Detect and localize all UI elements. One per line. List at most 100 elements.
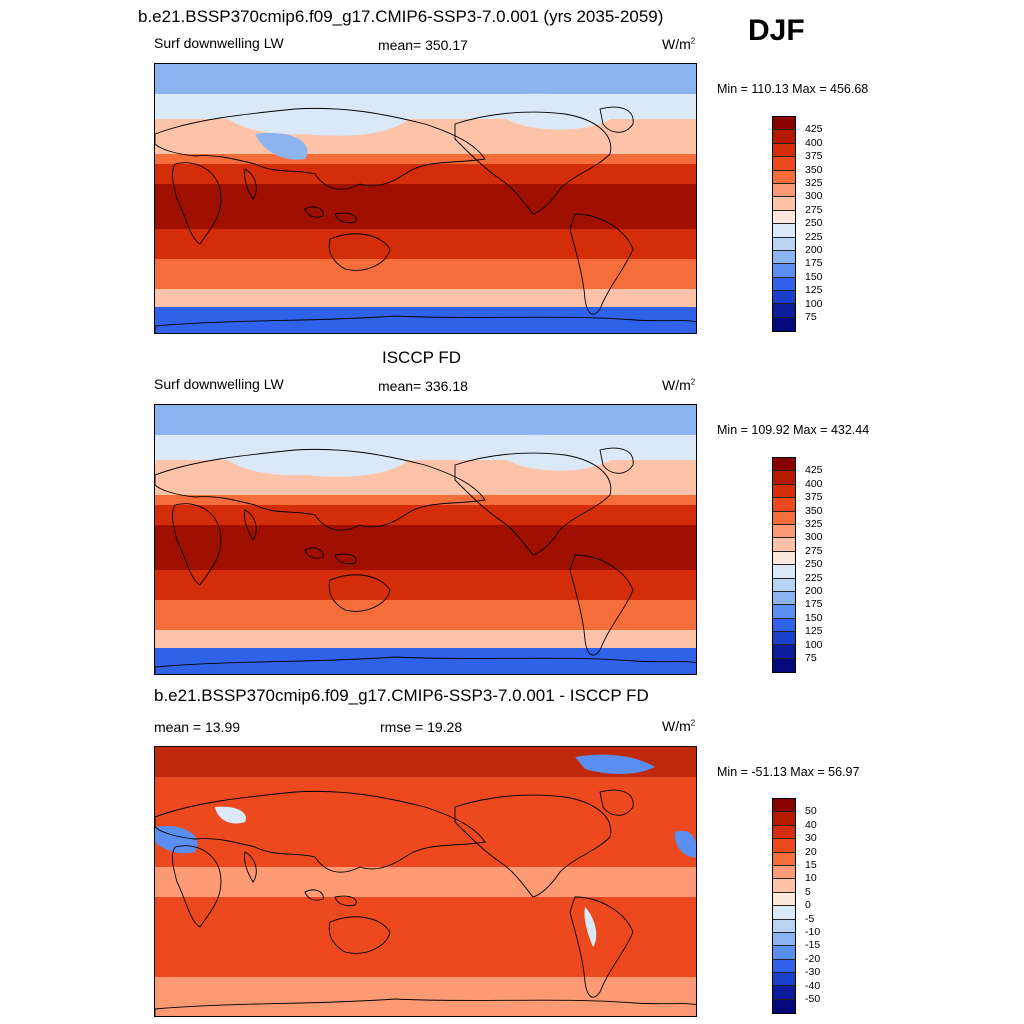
- colorbar-tick-label: -5: [805, 912, 815, 925]
- panel3-units: W/m2: [662, 718, 696, 734]
- colorbar-tick-label: 375: [805, 150, 823, 163]
- coastline: [454, 111, 612, 215]
- colorbar-tick-label: 10: [805, 872, 817, 885]
- panel2-units: W/m2: [662, 377, 696, 393]
- colorbar-tick-label: 300: [805, 190, 823, 203]
- colorbar-swatch: [773, 498, 795, 512]
- coastline: [304, 547, 324, 559]
- colorbar-tick-label: 175: [805, 257, 823, 270]
- colorbar-tick-label: 350: [805, 163, 823, 176]
- colorbar-tick-label: 150: [805, 270, 823, 283]
- colorbar-tick-label: 175: [805, 598, 823, 611]
- coastline: [171, 845, 222, 928]
- colorbar-swatch: [773, 143, 795, 158]
- panel2-minmax: Min = 109.92 Max = 432.44: [717, 423, 870, 437]
- coastline: [334, 212, 357, 224]
- colorbar-tick-label: 100: [805, 638, 823, 651]
- colorbar-swatch: [773, 524, 795, 539]
- colorbar-swatch: [773, 130, 795, 144]
- colorbar-tick-label: 300: [805, 531, 823, 544]
- colorbar-swatch: [773, 799, 795, 813]
- coastline: [599, 106, 634, 133]
- colorbar-tick-label: 100: [805, 297, 823, 310]
- colorbar-swatch: [773, 224, 795, 238]
- colorbar-tick-label: 200: [805, 244, 823, 256]
- coastline: [304, 889, 324, 901]
- coastline: [599, 789, 634, 816]
- colorbar-swatch: [773, 538, 795, 552]
- colorbar-swatch: [773, 277, 795, 292]
- coastline: [334, 895, 357, 907]
- colorbar-swatch: [773, 237, 795, 251]
- colorbar-tick-label: 20: [805, 845, 817, 858]
- colorbar-tick-label: 0: [805, 899, 811, 912]
- colorbar-tick-label: 325: [805, 177, 823, 189]
- colorbar-swatch: [773, 645, 795, 659]
- colorbar-swatch: [773, 892, 795, 907]
- panel1-variable-label: Surf downwelling LW: [154, 35, 284, 51]
- coastline: [454, 452, 612, 556]
- colorbar-tick-label: 325: [805, 518, 823, 530]
- colorbar-swatch: [773, 618, 795, 633]
- colorbar-swatch: [773, 458, 795, 472]
- colorbar-tick-label: 425: [805, 123, 823, 136]
- colorbar-tick-label: 15: [805, 859, 817, 871]
- colorbar-tick-label: 75: [805, 311, 817, 323]
- coastline: [171, 503, 222, 586]
- coastline: [569, 896, 634, 998]
- coastline: [155, 656, 696, 674]
- coastline: [244, 851, 257, 883]
- panel1-map: [154, 63, 697, 334]
- colorbar-swatch: [773, 210, 795, 225]
- colorbar-tick-label: -10: [805, 926, 821, 938]
- colorbar-swatch: [773, 986, 795, 1000]
- colorbar-swatch: [773, 919, 795, 933]
- panel3-mean-label: mean = 13.99: [154, 719, 241, 735]
- colorbar-tick-label: 75: [805, 652, 817, 664]
- colorbar-swatch: [773, 999, 795, 1014]
- coastline: [155, 315, 696, 333]
- panel1-minmax: Min = 110.13 Max = 456.68: [717, 82, 869, 96]
- colorbar-swatch: [773, 658, 795, 673]
- panel1-colorbar: [772, 116, 796, 333]
- panel3-minmax: Min = -51.13 Max = 56.97: [717, 765, 860, 779]
- coastline: [328, 574, 391, 612]
- panel2-title: ISCCP FD: [382, 348, 462, 367]
- panel1-title: b.e21.BSSP370cmip6.f09_g17.CMIP6-SSP3-7.…: [138, 7, 664, 26]
- coastline: [569, 213, 634, 315]
- colorbar-tick-label: 125: [805, 625, 823, 638]
- colorbar-tick-label: 250: [805, 558, 823, 571]
- colorbar-swatch: [773, 865, 795, 880]
- coastline: [171, 162, 222, 245]
- colorbar-swatch: [773, 551, 795, 566]
- colorbar-swatch: [773, 264, 795, 278]
- colorbar-tick-label: 425: [805, 464, 823, 477]
- coastline: [334, 553, 357, 565]
- colorbar-tick-label: 150: [805, 611, 823, 624]
- colorbar-tick-label: 125: [805, 284, 823, 297]
- colorbar-tick-label: 275: [805, 203, 823, 216]
- colorbar-swatch: [773, 825, 795, 840]
- colorbar-swatch: [773, 632, 795, 646]
- colorbar-swatch: [773, 291, 795, 305]
- coastline: [328, 916, 391, 954]
- colorbar-tick-label: -30: [805, 966, 821, 979]
- colorbar-tick-label: 275: [805, 544, 823, 557]
- panel1-units: W/m2: [662, 36, 696, 52]
- colorbar-swatch: [773, 591, 795, 606]
- colorbar-tick-label: 30: [805, 832, 817, 845]
- panel2-mean-label: mean= 336.18: [378, 378, 468, 394]
- colorbar-swatch: [773, 117, 795, 131]
- colorbar-swatch: [773, 605, 795, 619]
- colorbar-swatch: [773, 511, 795, 525]
- colorbar-tick-label: -40: [805, 979, 821, 992]
- colorbar-swatch: [773, 946, 795, 960]
- colorbar-tick-label: -50: [805, 993, 821, 1005]
- colorbar-swatch: [773, 973, 795, 987]
- coastline: [599, 447, 634, 474]
- colorbar-swatch: [773, 812, 795, 826]
- colorbar-tick-label: 225: [805, 571, 823, 584]
- panel3-map: [154, 746, 697, 1017]
- coastline: [155, 998, 696, 1016]
- coastline: [569, 554, 634, 656]
